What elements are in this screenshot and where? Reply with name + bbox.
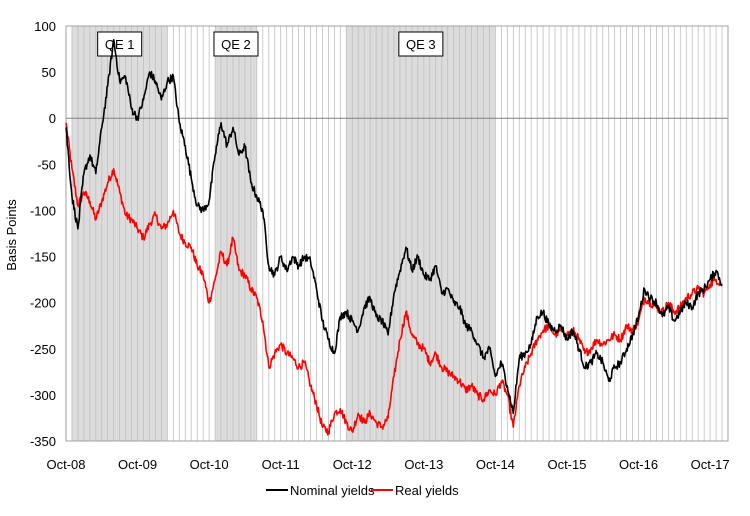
y-tick-labels: 100 50 0 -50 -100 -150 -200 -250 -300 -350 <box>30 19 56 449</box>
series-group <box>65 39 723 436</box>
y-tick-label: -200 <box>30 296 56 311</box>
qe-label-box-2 <box>213 31 259 57</box>
qe-label-box-3 <box>398 31 444 57</box>
qe-label-3: QE 3 <box>406 37 436 52</box>
y-tick-label: 50 <box>42 65 56 80</box>
y-tick-label: -150 <box>30 250 56 265</box>
y-tick-label: -300 <box>30 388 56 403</box>
qe-label-1: QE 1 <box>105 37 135 52</box>
x-tick-label: Oct-15 <box>547 457 586 472</box>
plot-frame <box>65 25 729 442</box>
qe-shade-3 <box>346 26 496 441</box>
x-tick-labels: Oct-08 Oct-09 Oct-10 Oct-11 Oct-12 Oct-13 Oct-… <box>46 457 729 472</box>
legend-label-1: Nominal yields <box>290 483 375 498</box>
x-tick-label: Oct-17 <box>691 457 730 472</box>
legend: Nominal yields Real yields <box>266 483 459 498</box>
x-tick-label: Oct-08 <box>46 457 85 472</box>
y-tick-label: -250 <box>30 342 56 357</box>
x-tick-label: Oct-10 <box>190 457 229 472</box>
y-tick-label: -50 <box>37 157 56 172</box>
qe-labels-group: QE 1 QE 2 QE 3 <box>97 31 444 57</box>
series-line-nominal <box>65 39 723 415</box>
x-tick-label: Oct-12 <box>333 457 372 472</box>
x-tick-label: Oct-14 <box>476 457 515 472</box>
x-tick-label: Oct-13 <box>404 457 443 472</box>
y-tick-label: 0 <box>49 111 56 126</box>
y-tick-label: 100 <box>34 19 56 34</box>
qe-label-box-1 <box>97 31 143 57</box>
qe-shade-2 <box>215 26 257 441</box>
y-tick-label: -100 <box>30 203 56 218</box>
series-line-real <box>65 122 723 436</box>
qe-label-2: QE 2 <box>221 37 251 52</box>
x-tick-label: Oct-09 <box>118 457 157 472</box>
x-tick-label: Oct-16 <box>619 457 658 472</box>
y-tick-label: -350 <box>30 434 56 449</box>
y-axis-title: Basis Points <box>4 199 19 271</box>
legend-label-2: Real yields <box>395 483 459 498</box>
x-tick-label: Oct-11 <box>262 457 300 472</box>
